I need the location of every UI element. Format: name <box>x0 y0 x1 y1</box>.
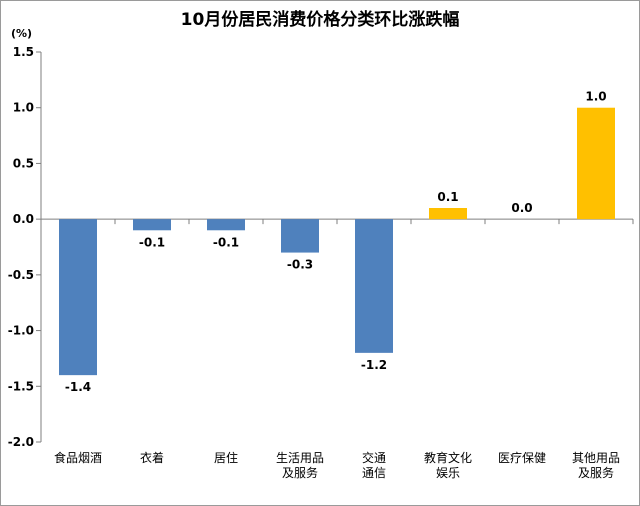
y-tick-label: -1.0 <box>8 324 34 338</box>
value-labels: -1.4 -0.1 -0.1 -0.3 -1.2 0.1 0.0 1.0 <box>65 90 607 394</box>
y-tick-label: 0.0 <box>13 212 34 226</box>
category-label: 交通通信 <box>362 450 386 480</box>
bars <box>59 107 615 376</box>
category-label: 衣着 <box>140 450 164 465</box>
value-label: -1.2 <box>361 358 387 372</box>
y-tick-label: 1.5 <box>13 45 34 59</box>
y-tick-label: -1.5 <box>8 379 34 393</box>
value-label: -1.4 <box>65 380 91 394</box>
y-tick-label: -0.5 <box>8 268 34 282</box>
axes: 1.5 1.0 0.5 0.0 -0.5 -1.0 -1.5 -2.0 食品烟酒 衣着 居住 生活用品… <box>8 45 634 480</box>
value-label: -0.3 <box>287 258 313 272</box>
value-label: 0.1 <box>437 190 458 204</box>
bar <box>133 219 171 231</box>
category-label: 其他用品及服务 <box>572 451 620 480</box>
bar <box>281 219 319 253</box>
value-label: -0.1 <box>139 235 165 249</box>
y-tick-label: 1.0 <box>13 101 34 115</box>
bar <box>355 219 393 353</box>
category-label: 医疗保健 <box>498 451 546 465</box>
y-axis-unit-label: (%) <box>11 27 32 40</box>
chart-title: 10月份居民消费价格分类环比涨跌幅 <box>181 9 460 30</box>
category-label: 生活用品及服务 <box>276 451 324 480</box>
bar <box>59 219 97 376</box>
bar <box>207 219 245 231</box>
category-label: 教育文化娱乐 <box>424 450 472 480</box>
bar <box>429 208 467 220</box>
y-tick-label: -2.0 <box>8 435 34 449</box>
y-tick-label: 0.5 <box>13 156 34 170</box>
value-label: -0.1 <box>213 235 239 249</box>
category-label: 居住 <box>214 451 238 465</box>
bar <box>577 107 615 220</box>
value-label: 0.0 <box>511 201 532 215</box>
value-label: 1.0 <box>585 90 606 104</box>
category-label: 食品烟酒 <box>54 450 102 465</box>
